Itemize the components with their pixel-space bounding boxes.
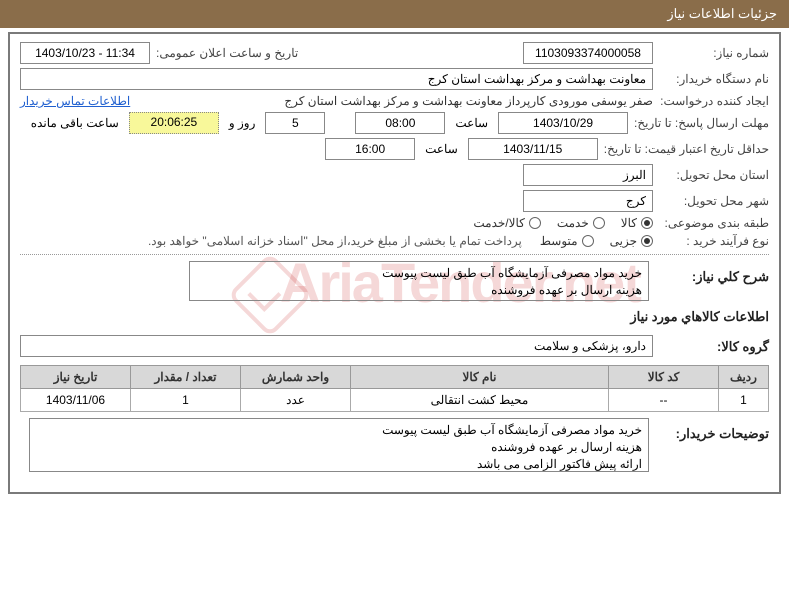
- validity-date: 1403/11/15: [468, 138, 598, 160]
- page-header: جزئیات اطلاعات نیاز: [0, 0, 789, 28]
- process-radio-group: جزیی متوسط: [540, 234, 653, 248]
- cell-qty: 1: [131, 389, 241, 412]
- remain-label: ساعت باقی مانده: [31, 116, 119, 130]
- th-date: تاریخ نیاز: [21, 366, 131, 389]
- deadline-time: 08:00: [355, 112, 445, 134]
- th-qty: تعداد / مقدار: [131, 366, 241, 389]
- divider: [20, 254, 769, 255]
- buyer-field: معاونت بهداشت و مرکز بهداشت استان کرج: [20, 68, 653, 90]
- buyer-notes-label: توضیحات خریدار:: [659, 426, 769, 442]
- deadline-label: مهلت ارسال پاسخ: تا تاریخ:: [634, 116, 769, 130]
- province-field: البرز: [523, 164, 653, 186]
- buyer-notes-textarea: خرید مواد مصرفی آزمایشگاه آب طبق لیست پی…: [29, 418, 649, 472]
- validity-time: 16:00: [325, 138, 415, 160]
- radio-service[interactable]: خدمت: [557, 216, 605, 230]
- days-label: روز و: [229, 116, 256, 130]
- items-title: اطلاعات کالاهاي مورد نیاز: [20, 309, 769, 325]
- table-header-row: ردیف کد کالا نام کالا واحد شمارش تعداد /…: [21, 366, 769, 389]
- table-row: 1 -- محیط کشت انتقالی عدد 1 1403/11/06: [21, 389, 769, 412]
- province-label: استان محل تحویل:: [659, 168, 769, 182]
- radio-medium[interactable]: متوسط: [540, 234, 594, 248]
- creator-value: صفر یوسفی مورودی کارپرداز معاونت بهداشت …: [284, 94, 653, 108]
- countdown-field: 20:06:25: [129, 112, 219, 134]
- buyer-label: نام دستگاه خریدار:: [659, 72, 769, 86]
- process-label: نوع فرآیند خرید :: [659, 234, 769, 248]
- announce-field: 1403/10/23 - 11:34: [20, 42, 150, 64]
- cell-name: محیط کشت انتقالی: [351, 389, 609, 412]
- contact-link[interactable]: اطلاعات تماس خریدار: [20, 94, 130, 108]
- radio-goods[interactable]: کالا: [621, 216, 653, 230]
- group-field: دارو، پزشکی و سلامت: [20, 335, 653, 357]
- days-field: 5: [265, 112, 325, 134]
- category-radio-group: کالا خدمت کالا/خدمت: [473, 216, 653, 230]
- time-label-2: ساعت: [425, 142, 458, 156]
- group-label: گروه کالا:: [659, 339, 769, 355]
- radio-small[interactable]: جزیی: [610, 234, 653, 248]
- th-row: ردیف: [719, 366, 769, 389]
- desc-textarea: خرید مواد مصرفی آزمایشگاه آب طبق لیست پی…: [189, 261, 649, 301]
- city-label: شهر محل تحویل:: [659, 194, 769, 208]
- th-name: نام کالا: [351, 366, 609, 389]
- process-note: پرداخت تمام یا بخشی از مبلغ خرید،از محل …: [148, 234, 522, 248]
- creator-label: ایجاد کننده درخواست:: [659, 94, 769, 108]
- cell-unit: عدد: [241, 389, 351, 412]
- category-label: طبقه بندی موضوعی:: [659, 216, 769, 230]
- items-table: ردیف کد کالا نام کالا واحد شمارش تعداد /…: [20, 365, 769, 412]
- cell-date: 1403/11/06: [21, 389, 131, 412]
- time-label-1: ساعت: [455, 116, 488, 130]
- city-field: کرج: [523, 190, 653, 212]
- th-unit: واحد شمارش: [241, 366, 351, 389]
- validity-label: حداقل تاریخ اعتبار قیمت: تا تاریخ:: [604, 142, 769, 156]
- need-no-field: 1103093374000058: [523, 42, 653, 64]
- radio-both[interactable]: کالا/خدمت: [473, 216, 540, 230]
- page-title: جزئیات اطلاعات نیاز: [667, 6, 777, 21]
- desc-label: شرح کلي نیاز:: [659, 269, 769, 285]
- th-code: کد کالا: [609, 366, 719, 389]
- cell-row: 1: [719, 389, 769, 412]
- main-panel: شماره نیاز: 1103093374000058 تاریخ و ساع…: [8, 32, 781, 494]
- need-no-label: شماره نیاز:: [659, 46, 769, 60]
- cell-code: --: [609, 389, 719, 412]
- deadline-date: 1403/10/29: [498, 112, 628, 134]
- announce-label: تاریخ و ساعت اعلان عمومی:: [156, 46, 298, 60]
